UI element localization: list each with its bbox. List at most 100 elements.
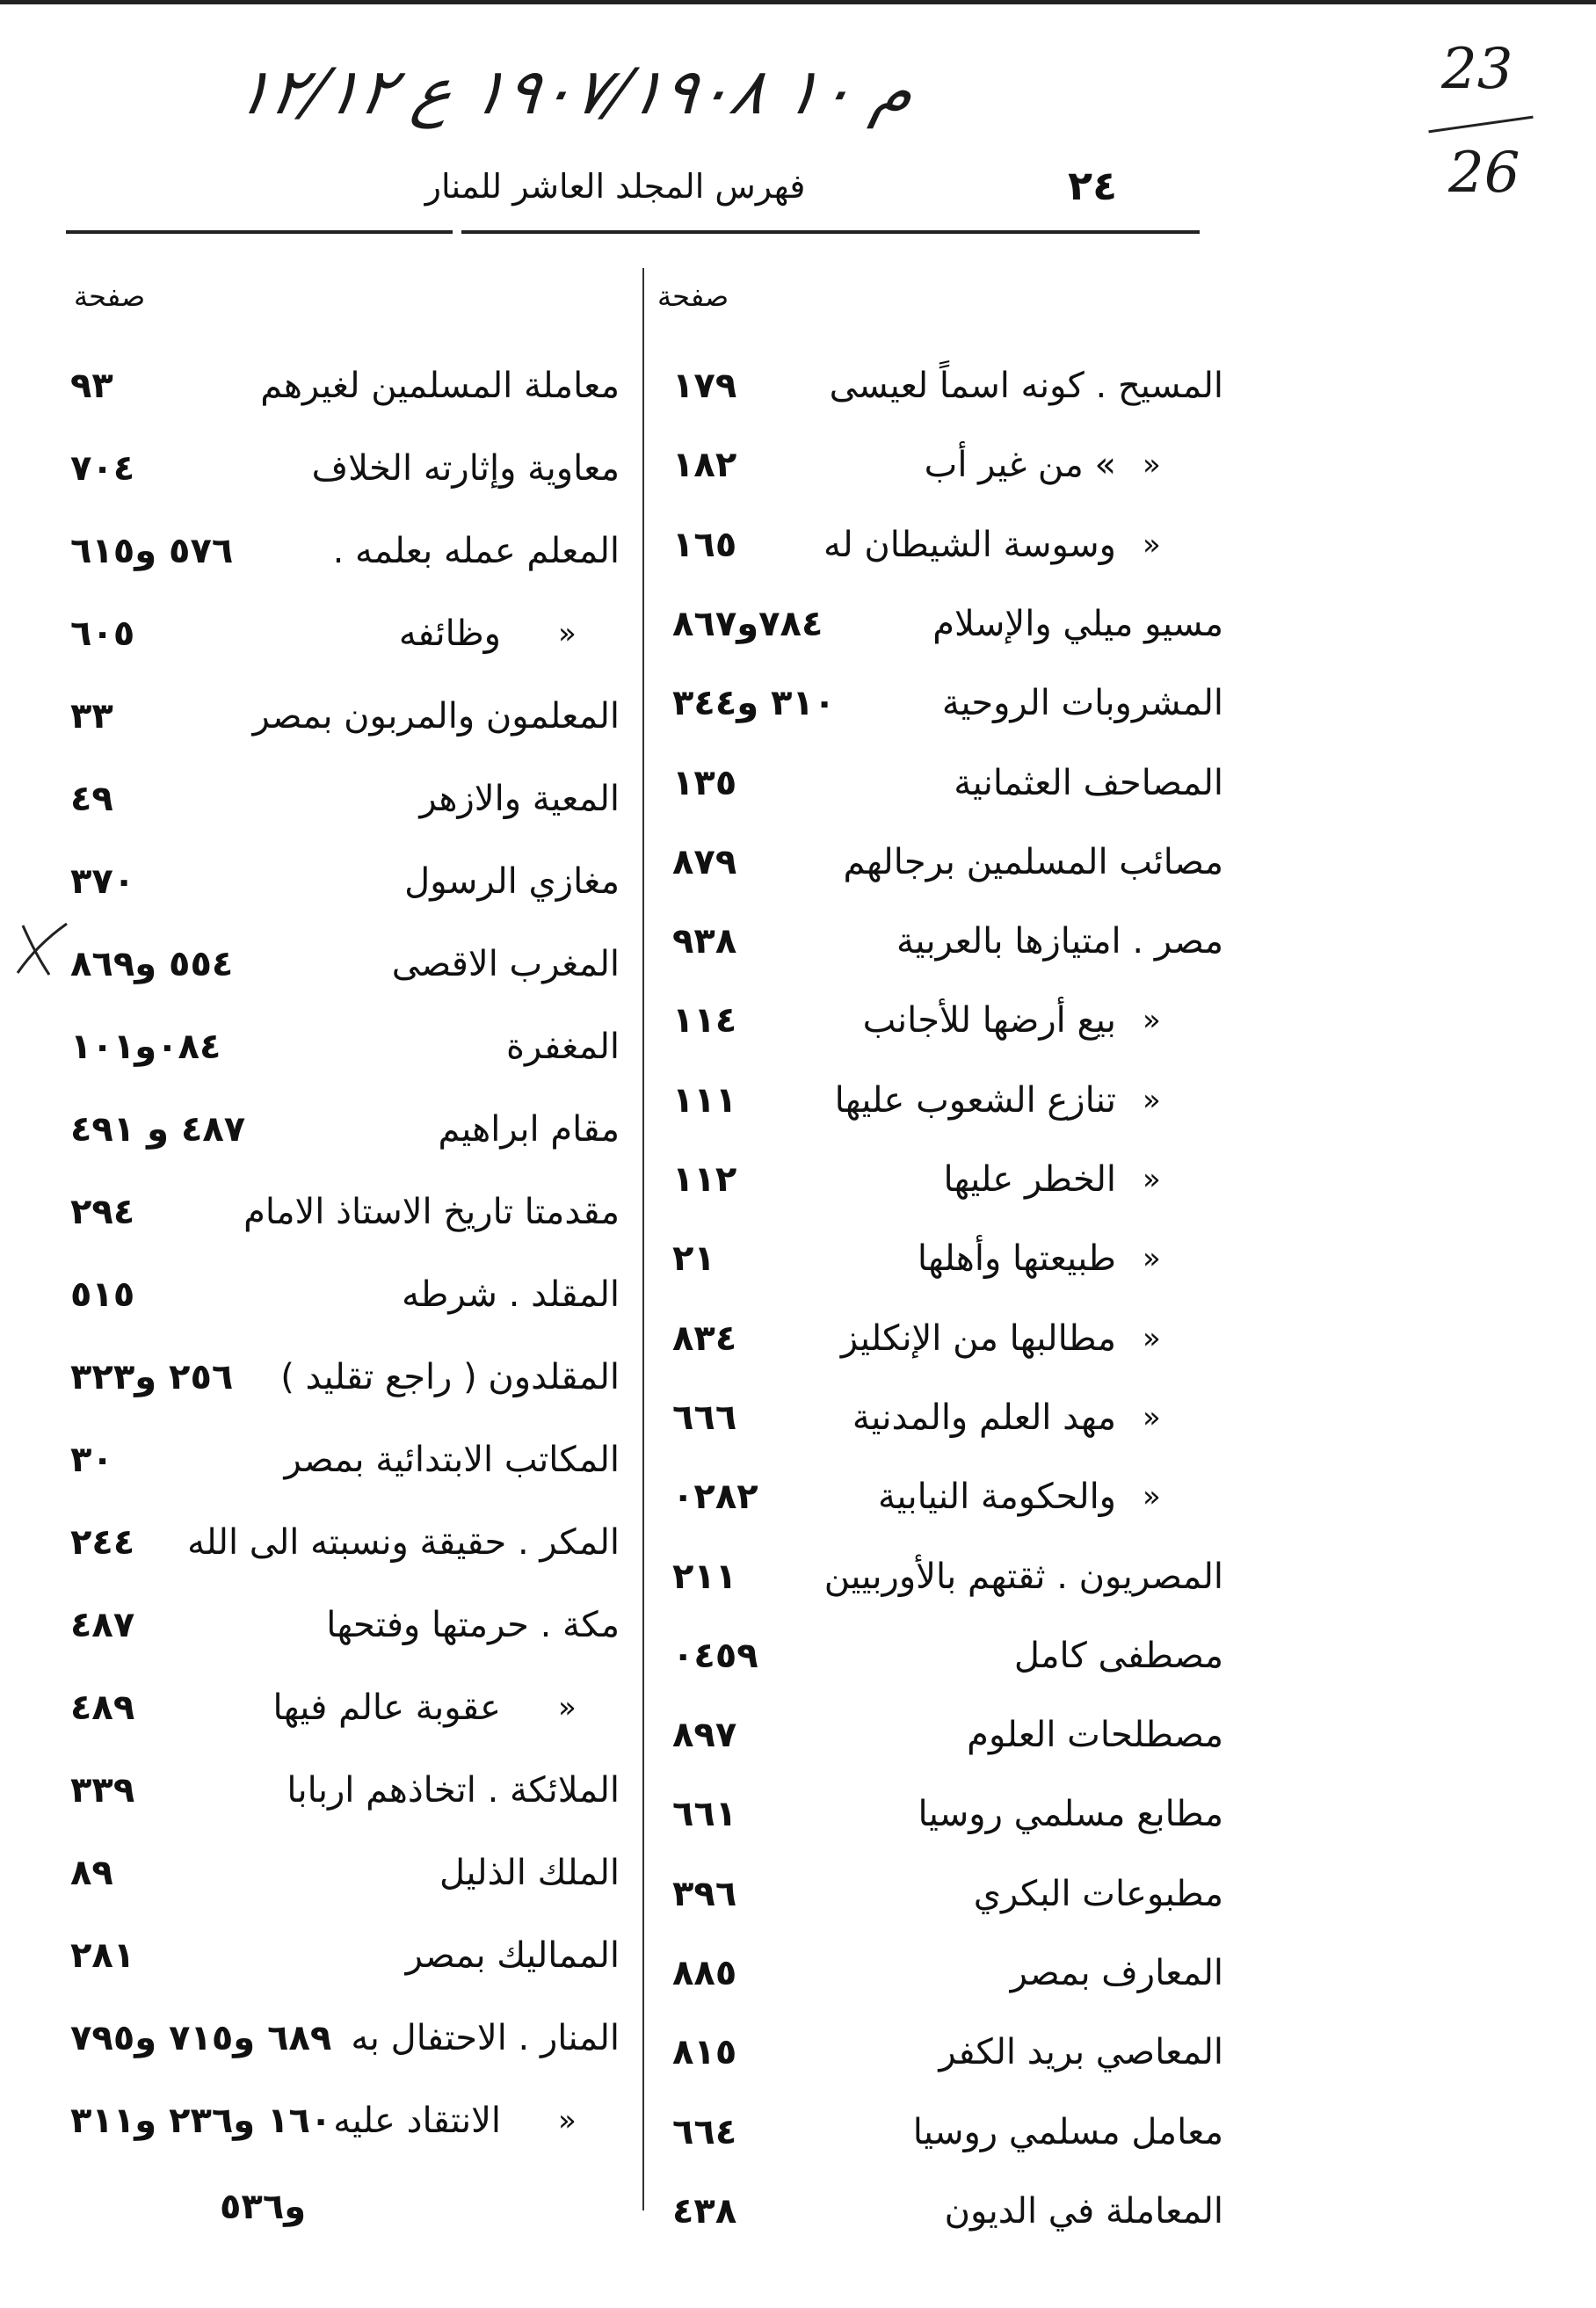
entry-text: المعلم عمله بعلمه . (332, 531, 620, 571)
entry-text: المغرب الاقصى (391, 944, 620, 984)
entry-page-numbers: ٣٠ (70, 1440, 113, 1480)
column-divider (642, 268, 644, 2210)
entry-text: الملائكة . اتخاذهم اربابا (287, 1770, 620, 1811)
index-entry: » طبيعتها وأهلها ٢١ (0, 1228, 1596, 1289)
ditto-mark: » (1143, 1162, 1161, 1197)
ditto-mark: » (1143, 1479, 1161, 1515)
index-entry: مغازي الرسول ٣٧٠ (0, 851, 1596, 912)
index-entry: المصريون . ثقتهم بالأوربيين ٢١١ (0, 1546, 1596, 1608)
entry-text: مطبوعات البكري (973, 1873, 1223, 1914)
entry-text: المعاملة في الديون (944, 2190, 1223, 2232)
entry-text: عقوبة عالم فيها (272, 1687, 501, 1728)
entry-page-numbers: ٨٨٥ (672, 1953, 737, 1993)
ditto-mark: » (1143, 1399, 1161, 1435)
entry-page-numbers: ٩٣٨ (672, 921, 737, 962)
index-entry: مصطفى كامل ٠٤٥٩ (0, 1625, 1596, 1687)
index-entry: » الانتقاد عليه ١٦٠ و٢٣٦ و٣١١ (0, 2090, 1596, 2152)
index-entry: المماليك بمصر ٢٨١ (0, 1925, 1596, 1986)
entry-page-numbers: ٢٤٤ (70, 1522, 135, 1563)
index-entry: مطبوعات البكري ٣٩٦ (0, 1863, 1596, 1925)
entry-page-numbers: ٥٧٦ و٦١٥ (70, 531, 234, 571)
entry-text: المشروبات الروحية (941, 683, 1223, 724)
index-entry: المعية والازهر ٤٩ (0, 768, 1596, 830)
ditto-mark: » (1143, 447, 1161, 483)
entry-text: مغازي الرسول (404, 861, 620, 902)
entry-page-numbers: ١١١ (672, 1079, 737, 1121)
entry-text: مطابع مسلمي روسيا (918, 1794, 1224, 1835)
entry-text: المغفرة (506, 1027, 620, 1067)
handwritten-fraction-denominator: 26 (1448, 141, 1520, 206)
entry-page-numbers: ٨٩ (70, 1853, 113, 1893)
index-entry: الملائكة . اتخاذهم اربابا ٣٣٩ (0, 1760, 1596, 1821)
index-entry: مصائب المسلمين برجالهم ٨٧٩ (0, 831, 1596, 893)
ditto-mark: » (1143, 526, 1161, 562)
index-entry: » وسوسة الشيطان له ١٦٥ (0, 514, 1596, 576)
entry-text: المسيح . كونه اسماً لعيسى (829, 366, 1223, 406)
index-entry: » الخطر عليها ١١٢ (0, 1149, 1596, 1210)
index-entry: المغرب الاقصى ٥٥٤ و٨٦٩ (0, 933, 1596, 995)
index-entry: الملك الذليل ٨٩ (0, 1842, 1596, 1904)
entry-text: المكاتب الابتدائية بمصر (284, 1440, 620, 1480)
entry-text: معامل مسلمي روسيا (912, 2111, 1223, 2152)
index-entry: معامل مسلمي روسيا ٦٦٤ (0, 2101, 1596, 2163)
entry-page-numbers: ٦٦١ (672, 1794, 737, 1835)
entry-page-numbers: ٣٣٩ (70, 1770, 135, 1811)
left-column-header: صفحة (74, 279, 146, 313)
index-entry: » تنازع الشعوب عليها ١١١ (0, 1070, 1596, 1131)
index-entry: المغفرة ٠٨٤و١٠١ (0, 1016, 1596, 1078)
entry-page-numbers: ٢١ (672, 1238, 715, 1280)
index-entry: » عقوبة عالم فيها ٤٨٩ (0, 1677, 1596, 1738)
entry-text: مكة . حرمتها وفتحها (326, 1605, 620, 1645)
index-entry: مكة . حرمتها وفتحها ٤٨٧ (0, 1594, 1596, 1656)
index-entry: المعلمون والمربون بمصر ٣٣ (0, 686, 1596, 747)
entry-page-numbers: ١٦٠ و٢٣٦ و٣١١ (70, 2101, 332, 2141)
index-entry: المكاتب الابتدائية بمصر ٣٠ (0, 1429, 1596, 1491)
entry-page-numbers: ٨٩٧ (672, 1715, 737, 1756)
index-entry: » وظائفه ٦٠٥ (0, 603, 1596, 664)
entry-text: مطالبها من الإنكليز (840, 1317, 1116, 1359)
index-entry: المسيح . كونه اسماً لعيسى ١٧٩ (0, 355, 1596, 417)
header-rule-left (66, 230, 453, 234)
entry-text: مصائب المسلمين برجالهم (843, 841, 1224, 882)
entry-page-numbers: ٤٩ (70, 779, 113, 819)
right-column-header: صفحة (657, 279, 729, 313)
entry-text: المماليك بمصر (405, 1935, 620, 1976)
index-entry: معاوية وإثارته الخلاف ٧٠٤ (0, 438, 1596, 499)
ditto-mark: » (558, 2103, 577, 2138)
index-entry: » بيع أرضها للأجانب ١١٤ (0, 990, 1596, 1051)
entry-text: مهد العلم والمدنية (852, 1397, 1116, 1438)
ditto-mark: » (1143, 1241, 1161, 1277)
entry-page-numbers: ١١٤ (672, 1000, 737, 1042)
index-entry: المقلد . شرطه ٥١٥ (0, 1264, 1596, 1325)
entry-text: معاملة المسلمين لغيرهم (260, 366, 620, 406)
entry-page-numbers: ٤٨٧ و ٤٩١ (70, 1109, 246, 1150)
entry-page-numbers: ٣٩٦ (672, 1873, 737, 1914)
entry-text: والحكومة النيابية (877, 1477, 1116, 1518)
entry-page-numbers: ١٣٥ (672, 762, 737, 803)
entry-text: المقلدون ( راجع تقليد ) (280, 1357, 620, 1397)
ditto-mark: » (1143, 1003, 1161, 1039)
index-entry: » والحكومة النيابية ٠٢٨٢ (0, 1466, 1596, 1528)
index-entry: المقلدون ( راجع تقليد ) ٢٥٦ و٣٢٣ (0, 1346, 1596, 1408)
page-title: فهرس المجلد العاشر للمنار (424, 167, 806, 206)
entry-page-numbers: ٨٣٤ (672, 1317, 737, 1359)
entry-text: وسوسة الشيطان له (823, 524, 1116, 565)
header-rule-right (461, 230, 1200, 234)
index-entry: المنار . الاحتفال به ٦٨٩ و٧١٥ و٧٩٥ (0, 2007, 1596, 2069)
entry-page-numbers: ٩٣ (70, 366, 113, 406)
index-entry: مقدمتا تاريخ الاستاذ الامام ٢٩٤ (0, 1181, 1596, 1243)
entry-text: المعارف بمصر (1010, 1953, 1223, 1993)
entry-page-numbers: ٣١٠ و٣٤٤ (672, 683, 836, 724)
index-entry: مسيو ميلي والإسلام ٧٨٤و٨٦٧ (0, 593, 1596, 655)
entry-page-numbers: ٨١٥ (672, 2032, 737, 2073)
entry-page-numbers: ٧٨٤و٨٦٧ (672, 603, 823, 644)
entry-text: مصطفى كامل (1013, 1635, 1223, 1676)
entry-text: الخطر عليها (943, 1159, 1116, 1200)
index-entry: المعارف بمصر ٨٨٥ (0, 1942, 1596, 2004)
entry-page-numbers: ١١٢ (672, 1159, 737, 1200)
index-entry: المكر . حقيقة ونسبته الى الله ٢٤٤ (0, 1512, 1596, 1573)
entry-page-numbers: ٤٨٧ (70, 1605, 135, 1645)
index-entry: معاملة المسلمين لغيرهم ٩٣ (0, 355, 1596, 417)
entry-page-numbers: ٠٢٨٢ (672, 1477, 758, 1518)
entry-page-numbers: ٢٩٤ (70, 1192, 135, 1232)
